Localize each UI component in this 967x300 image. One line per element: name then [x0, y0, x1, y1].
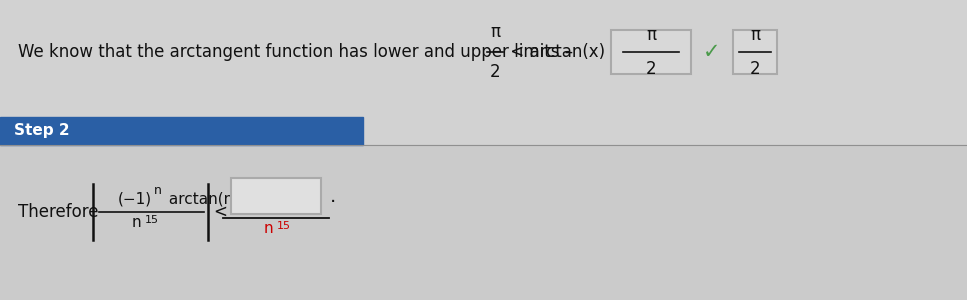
Bar	[0, 117, 363, 145]
Text: 15: 15	[145, 215, 160, 225]
Text: ✓: ✓	[703, 42, 720, 62]
Text: π: π	[750, 26, 760, 44]
Text: π: π	[646, 26, 657, 44]
Bar	[231, 178, 321, 214]
Text: π: π	[490, 23, 500, 41]
Text: Therefore: Therefore	[18, 203, 99, 221]
Text: n: n	[154, 184, 161, 197]
Bar	[0, 0, 967, 145]
Text: <: <	[214, 203, 227, 221]
Text: 2: 2	[749, 60, 760, 78]
Bar	[611, 30, 691, 74]
Text: 2: 2	[490, 63, 501, 81]
Text: We know that the arctangent function has lower and upper limits –: We know that the arctangent function has…	[18, 43, 578, 61]
Text: .: .	[330, 188, 336, 206]
Text: (−1): (−1)	[118, 192, 152, 207]
Text: 2: 2	[646, 60, 657, 78]
Bar	[0, 145, 967, 300]
Text: arctan(n): arctan(n)	[164, 192, 239, 207]
Text: 15: 15	[277, 221, 291, 231]
Text: n: n	[263, 221, 273, 236]
Text: Step 2: Step 2	[14, 124, 70, 139]
Text: < arctan(x) <: < arctan(x) <	[506, 43, 630, 61]
Text: n: n	[132, 215, 141, 230]
Bar	[733, 30, 777, 74]
